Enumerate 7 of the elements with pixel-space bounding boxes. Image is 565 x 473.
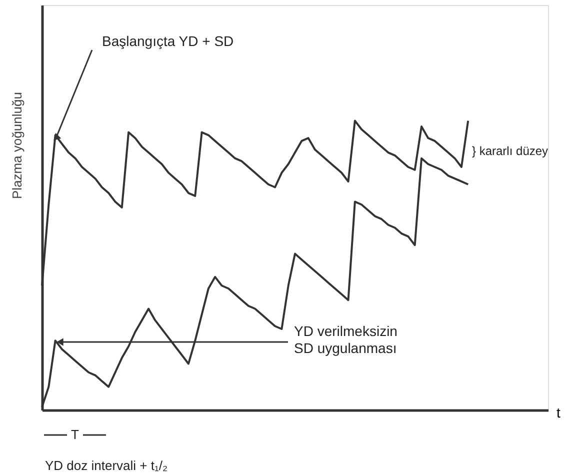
text: YD doz intervali + t₁/₂	[45, 458, 168, 473]
y-axis-title: Plazma yoğunluğu	[10, 92, 24, 199]
x-axis-title: t	[556, 404, 560, 420]
annotation: } kararlı düzey	[472, 144, 548, 158]
text: T	[71, 427, 80, 442]
text: Başlangıçta YD + SD	[102, 33, 234, 49]
annotation: YD verilmeksizin SD uygulanması	[294, 323, 398, 356]
